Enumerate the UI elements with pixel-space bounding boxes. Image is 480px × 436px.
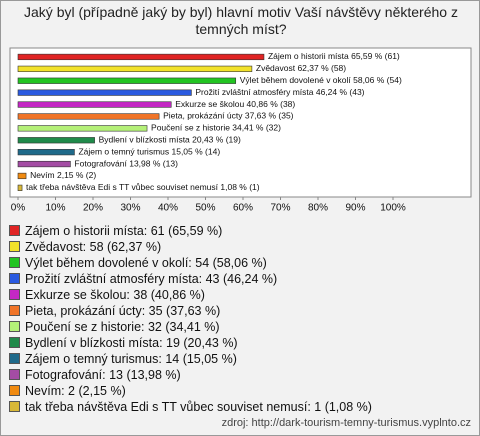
data-label: Zájem o temný turismus 15,05 % (14) xyxy=(78,146,220,156)
bar xyxy=(17,77,237,84)
plot: 0% 10% 20% 30% 40% 50% 60% 70% 80% 90% 100% Zájem o… xyxy=(9,47,472,214)
bar xyxy=(17,149,75,156)
legend-item: tak třeba návštěva Edi s TT vůbec souvis… xyxy=(9,399,474,415)
legend-swatch xyxy=(9,321,20,332)
legend-label: Zájem o historii místa: 61 (65,59 %) xyxy=(25,224,223,238)
legend-label: Zájem o temný turismus: 14 (15,05 %) xyxy=(25,352,237,366)
chart-title: Jaký byl (případně jaký by byl) hlavní m… xyxy=(24,4,458,37)
data-label: Zvědavost 62,37 % (58) xyxy=(256,63,346,73)
data-label: Exkurze se školou 40,86 % (38) xyxy=(175,99,295,109)
legend-label: Prožití zvláštní atmosféry místa: 43 (46… xyxy=(25,272,278,286)
legend-swatch xyxy=(9,385,20,396)
bar xyxy=(17,125,148,132)
legend-item: Výlet během dovolené v okolí: 54 (58,06 … xyxy=(9,255,474,271)
legend-item: Nevím: 2 (2,15 %) xyxy=(9,383,474,399)
legend-swatch xyxy=(9,273,20,284)
legend-swatch xyxy=(9,225,20,236)
plot-area xyxy=(9,47,472,198)
legend-swatch xyxy=(9,257,20,268)
data-label: Zájem o historii místa 65,59 % (61) xyxy=(268,51,400,61)
legend-label: Exkurze se školou: 38 (40,86 %) xyxy=(25,288,205,302)
legend-item: Zájem o temný turismus: 14 (15,05 %) xyxy=(9,351,474,367)
legend-item: Pieta, prokázání úcty: 35 (37,63 %) xyxy=(9,303,474,319)
bar xyxy=(17,160,71,168)
x-tick-label: 50% xyxy=(195,203,215,214)
x-tick-label: 100% xyxy=(380,203,406,214)
legend-item: Prožití zvláštní atmosféry místa: 43 (46… xyxy=(9,271,474,287)
bar xyxy=(17,113,160,120)
x-tick-label: 20% xyxy=(83,203,103,214)
x-tick-label: 80% xyxy=(308,203,328,214)
bar xyxy=(17,137,95,144)
source: zdroj: http://dark-tourism-temny-turismu… xyxy=(221,417,471,429)
data-label: Bydlení v blízkosti místa 20,43 % (19) xyxy=(99,135,241,145)
legend: Zájem o historii místa: 61 (65,59 %) Zvěd… xyxy=(9,223,474,415)
legend-label: Zvědavost: 58 (62,37 %) xyxy=(25,240,162,254)
data-label: Fotografování 13,98 % (13) xyxy=(74,158,178,168)
x-tick-label: 0% xyxy=(11,203,26,214)
data-label: Poučení se z historie 34,41 % (32) xyxy=(151,123,281,133)
x-tick-label: 70% xyxy=(270,203,290,214)
legend-label: Poučení se z historie: 32 (34,41 %) xyxy=(25,320,220,334)
x-tick-label: 90% xyxy=(345,203,365,214)
bar xyxy=(17,101,172,108)
legend-swatch xyxy=(9,241,20,252)
legend-label: Fotografování: 13 (13,98 %) xyxy=(25,368,181,382)
legend-item: Poučení se z historie: 32 (34,41 %) xyxy=(9,319,474,335)
legend-label: Nevím: 2 (2,15 %) xyxy=(25,384,126,398)
legend-item: Bydlení v blízkosti místa: 19 (20,43 %) xyxy=(9,335,474,351)
legend-swatch xyxy=(9,369,20,380)
legend-label: tak třeba návštěva Edi s TT vůbec souvis… xyxy=(25,400,372,414)
bar xyxy=(17,53,265,61)
data-label: tak třeba návštěva Edi s TT vůbec souvis… xyxy=(26,182,260,192)
data-label: Nevím 2,15 % (2) xyxy=(30,170,96,180)
data-label: Prožití zvláštní atmosféry místa 46,24 %… xyxy=(195,87,364,97)
x-tick-label: 30% xyxy=(120,203,140,214)
legend-item: Zvědavost: 58 (62,37 %) xyxy=(9,239,474,255)
x-tick-label: 40% xyxy=(158,203,178,214)
legend-swatch xyxy=(9,305,20,316)
bar xyxy=(17,89,192,96)
legend-item: Fotografování: 13 (13,98 %) xyxy=(9,367,474,383)
legend-swatch xyxy=(9,401,20,412)
legend-label: Bydlení v blízkosti místa: 19 (20,43 %) xyxy=(25,336,238,350)
data-label: Pieta, prokázání úcty 37,63 % (35) xyxy=(163,111,294,121)
legend-label: Pieta, prokázání úcty: 35 (37,63 %) xyxy=(25,304,221,318)
legend-swatch xyxy=(9,337,20,348)
x-tick-label: 60% xyxy=(233,203,253,214)
legend-label: Výlet během dovolené v okolí: 54 (58,06 … xyxy=(25,256,267,270)
data-label: Výlet během dovolené v okolí 58,06 % (54… xyxy=(240,75,402,85)
legend-swatch xyxy=(9,289,20,300)
bar xyxy=(17,65,253,72)
x-tick-label: 10% xyxy=(45,203,65,214)
legend-swatch xyxy=(9,353,20,364)
bar xyxy=(17,172,27,180)
legend-item: Zájem o historii místa: 61 (65,59 %) xyxy=(9,223,474,239)
legend-item: Exkurze se školou: 38 (40,86 %) xyxy=(9,287,474,303)
bar xyxy=(17,184,23,191)
